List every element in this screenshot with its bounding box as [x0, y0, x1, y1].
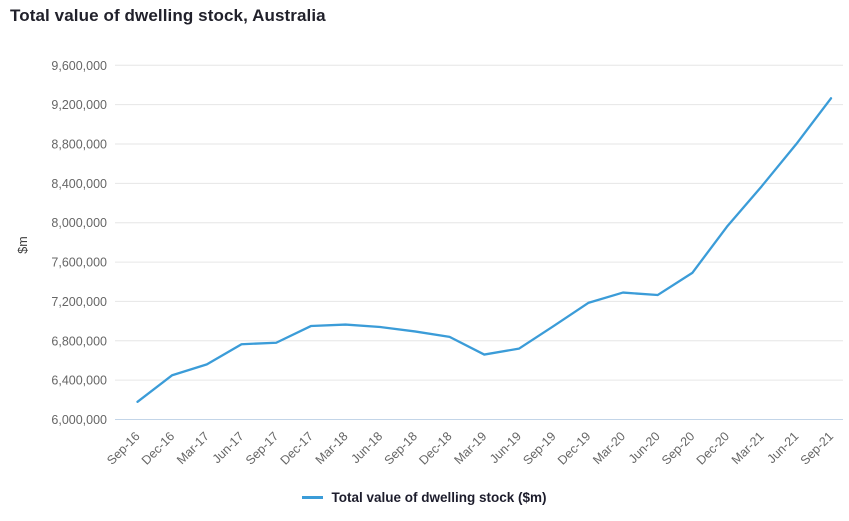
x-tick-label: Sep-16: [104, 429, 142, 467]
y-tick-label: 9,200,000: [51, 98, 107, 112]
legend-line-swatch: [302, 496, 324, 499]
x-tick-label: Mar-17: [174, 429, 212, 467]
x-tick-label: Sep-18: [382, 429, 420, 467]
legend: Total value of dwelling stock ($m): [0, 490, 849, 505]
y-tick-label: 6,000,000: [51, 413, 107, 427]
x-tick-label: Dec-19: [555, 429, 593, 467]
y-tick-label: 8,800,000: [51, 138, 107, 152]
x-tick-label: Dec-18: [416, 429, 454, 467]
x-tick-label: Dec-20: [694, 429, 732, 467]
x-tick-label: Sep-20: [659, 429, 697, 467]
y-tick-label: 9,600,000: [51, 59, 107, 73]
y-tick-label: 7,600,000: [51, 256, 107, 270]
x-tick-label: Jun-17: [210, 429, 247, 466]
x-tick-label: Sep-21: [798, 429, 836, 467]
y-tick-label: 7,200,000: [51, 295, 107, 309]
x-tick-label: Sep-19: [520, 429, 558, 467]
x-tick-label: Dec-17: [278, 429, 316, 467]
y-axis-title: $m: [16, 236, 30, 253]
x-tick-label: Jun-18: [348, 429, 385, 466]
y-tick-label: 8,400,000: [51, 177, 107, 191]
x-tick-label: Mar-18: [313, 429, 351, 467]
y-tick-label: 8,000,000: [51, 216, 107, 230]
x-tick-label: Jun-20: [626, 429, 663, 466]
x-tick-label: Jun-19: [487, 429, 524, 466]
x-tick-label: Dec-16: [139, 429, 177, 467]
x-tick-label: Mar-20: [590, 429, 628, 467]
data-series-line: [136, 97, 833, 403]
x-tick-label: Jun-21: [765, 429, 802, 466]
x-tick-label: Mar-21: [729, 429, 767, 467]
y-tick-label: 6,800,000: [51, 334, 107, 348]
y-tick-label: 6,400,000: [51, 374, 107, 388]
chart-title: Total value of dwelling stock, Australia: [10, 6, 326, 25]
x-tick-label: Sep-17: [243, 429, 281, 467]
legend-label: Total value of dwelling stock ($m): [331, 490, 547, 505]
x-tick-label: Mar-19: [451, 429, 489, 467]
